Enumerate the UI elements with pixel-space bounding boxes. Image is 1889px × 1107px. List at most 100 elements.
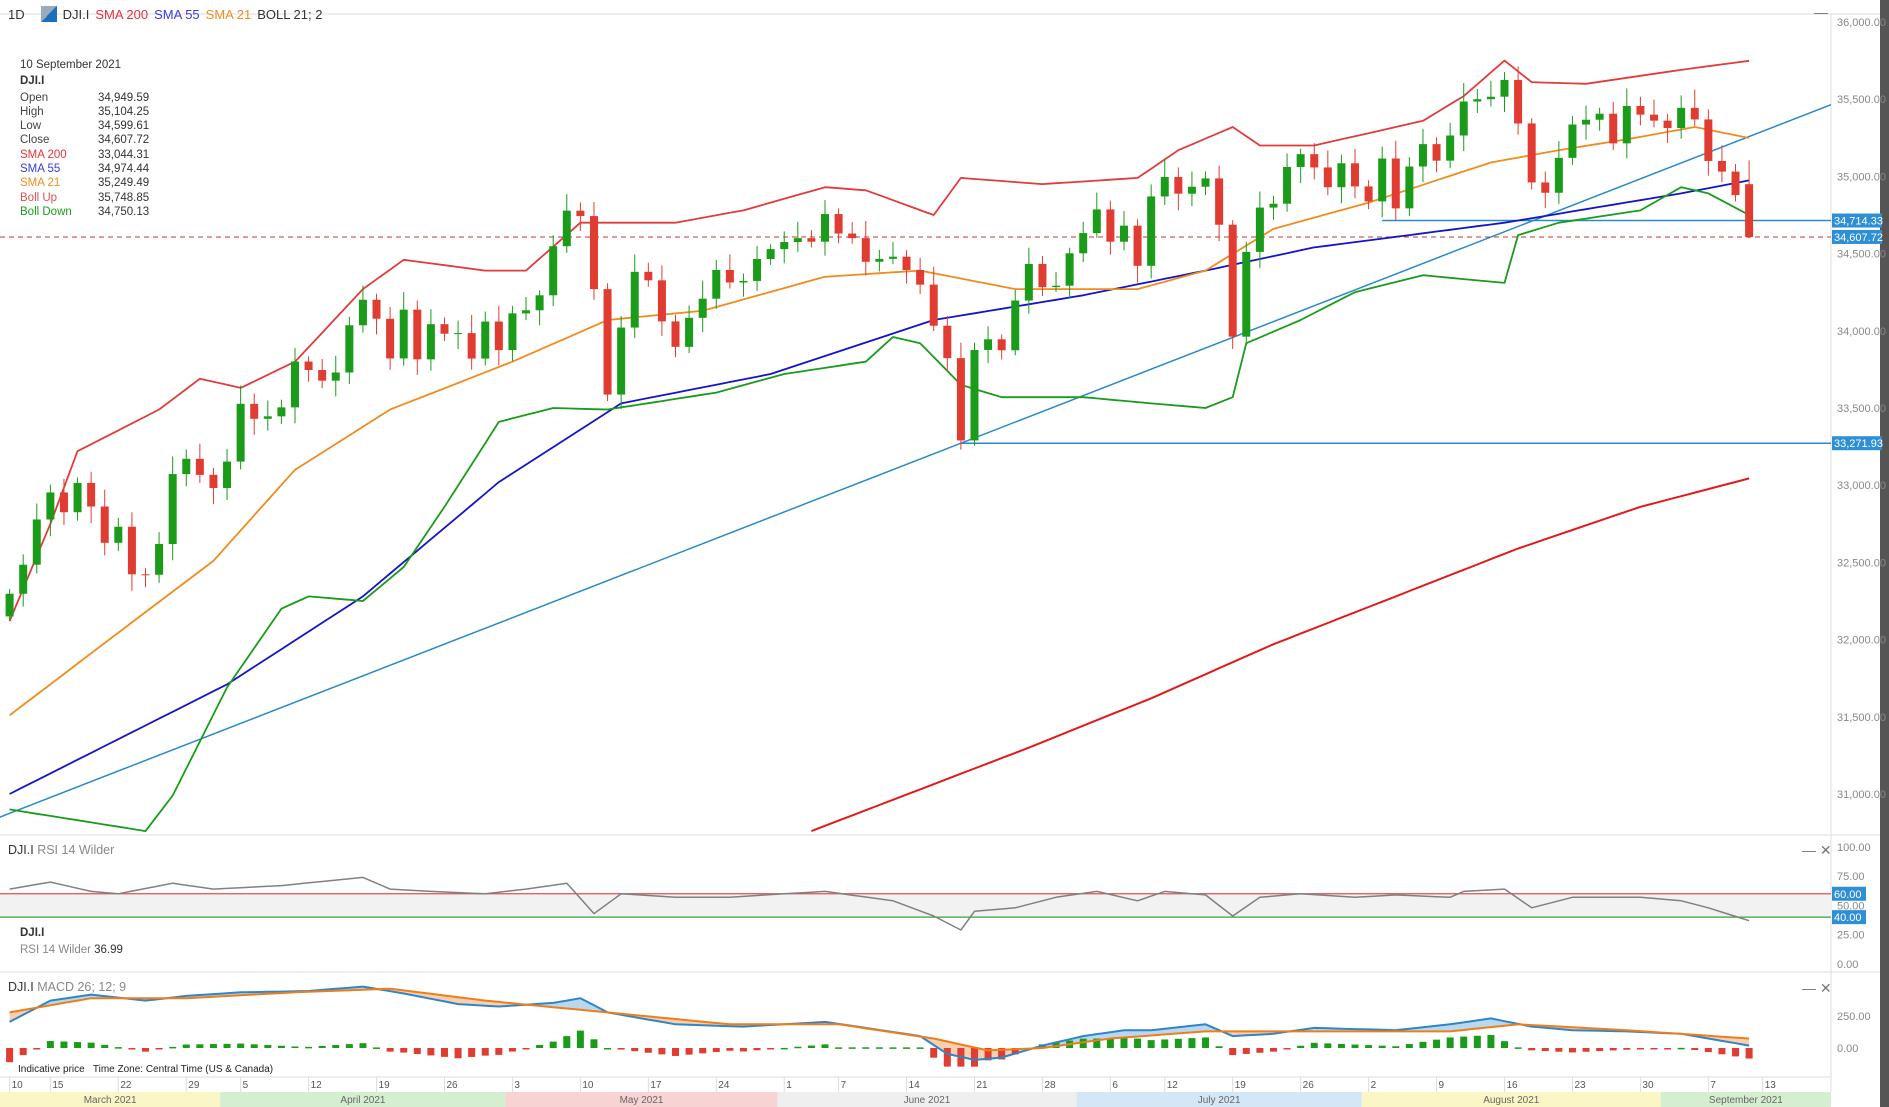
date-tick-label: 24 <box>718 1080 730 1091</box>
candle <box>481 311 490 366</box>
timezone-label: Time Zone: Central Time (US & Canada) <box>92 1064 274 1075</box>
candle-body <box>1201 178 1210 187</box>
date-tick-label: 16 <box>1507 1080 1519 1091</box>
macd-histogram-bar <box>128 1048 136 1050</box>
candle-body <box>1595 113 1604 120</box>
price-tick-label: 33,500.00 <box>1837 403 1886 415</box>
candle <box>943 315 952 372</box>
candle-body <box>1038 263 1047 288</box>
candle <box>467 314 476 370</box>
candle-body <box>916 269 925 285</box>
candle-body <box>1160 177 1169 197</box>
candle-body <box>1079 233 1088 254</box>
candle <box>1283 153 1292 212</box>
candle-body <box>1011 300 1020 351</box>
macd-histogram-bar <box>1541 1048 1549 1052</box>
date-tick-label: 1 <box>786 1080 792 1091</box>
candle <box>535 290 544 326</box>
candle-body <box>1269 203 1278 208</box>
info-row: SMA 21 35,249.49 <box>20 176 149 190</box>
macd-histogram-bar <box>481 1048 489 1056</box>
price-tick-label: 33,000.00 <box>1837 480 1886 492</box>
candle-body <box>1745 184 1754 237</box>
legend-boll[interactable]: BOLL 21; 2 <box>257 6 323 22</box>
macd-histogram-bar <box>1079 1038 1087 1048</box>
macd-histogram-bar <box>1596 1048 1604 1052</box>
macd-title[interactable]: MACD 26; 12; 9 <box>37 980 127 994</box>
month-band <box>220 1092 506 1107</box>
legend-sma21[interactable]: SMA 21 <box>205 6 252 22</box>
candle-body <box>1609 113 1618 144</box>
candle-body <box>698 298 707 318</box>
candle-body <box>1690 107 1699 120</box>
legend-sma200[interactable]: SMA 200 <box>95 6 149 22</box>
macd-fill <box>580 998 594 1012</box>
macd-minimize-icon[interactable]: — ✕ <box>1802 980 1832 996</box>
macd-histogram-bar <box>1405 1044 1413 1048</box>
candle <box>494 305 503 366</box>
candle-body <box>5 593 14 617</box>
macd-histogram-bar <box>1134 1038 1142 1048</box>
macd-histogram-bar <box>1487 1034 1495 1048</box>
date-tick-label: 7 <box>841 1080 847 1091</box>
info-value: 35,104.25 <box>98 105 150 118</box>
info-key: SMA 55 <box>20 163 61 176</box>
macd-histogram-bar <box>155 1048 163 1050</box>
macd-histogram-bar <box>1460 1036 1468 1048</box>
macd-histogram-bar <box>1188 1038 1196 1048</box>
candle-body <box>1459 101 1468 136</box>
date-tick-label: 26 <box>1303 1080 1315 1091</box>
candle <box>1133 219 1142 283</box>
rsi-line <box>9 876 1750 931</box>
candle <box>1595 107 1604 131</box>
candle <box>984 326 993 364</box>
candle <box>522 296 531 321</box>
candle <box>562 194 571 253</box>
candle-body <box>399 309 408 359</box>
macd-tick-label: 0.00 <box>1837 1043 1858 1055</box>
candle <box>1038 255 1047 297</box>
rsi-minimize-icon[interactable]: — ✕ <box>1802 842 1832 858</box>
macd-histogram-bar <box>427 1048 435 1056</box>
candle-body <box>372 299 381 319</box>
minimize-icon[interactable]: — <box>1814 4 1828 20</box>
price-tick-label: 35,000.00 <box>1837 171 1886 183</box>
macd-histogram-bar <box>237 1043 245 1048</box>
info-row: Open 34,949.59 <box>20 91 150 105</box>
candle <box>549 235 558 307</box>
candle-body <box>1541 182 1550 193</box>
macd-histogram-bar <box>1283 1048 1291 1050</box>
macd-histogram-bar <box>495 1048 503 1055</box>
macd-histogram-bar <box>617 1048 625 1050</box>
candle <box>1242 241 1251 345</box>
candle <box>644 262 653 287</box>
date-tick-label: 26 <box>446 1080 458 1091</box>
candle <box>793 221 802 252</box>
macd-histogram-bar <box>1011 1048 1019 1055</box>
candle-body <box>508 313 517 351</box>
candle <box>1622 88 1631 159</box>
candle <box>209 467 218 505</box>
window-edge <box>1880 0 1889 1107</box>
date-tick-label: 19 <box>1235 1080 1247 1091</box>
timeframe-label[interactable]: 1D <box>8 6 25 22</box>
candle-body <box>481 321 490 359</box>
candle-body <box>87 482 96 507</box>
price-tick-label: 32,000.00 <box>1837 635 1886 647</box>
candle-body <box>956 358 965 441</box>
info-value: 34,949.59 <box>98 91 150 104</box>
candle <box>290 348 299 424</box>
candle <box>87 471 96 524</box>
candle <box>1473 89 1482 113</box>
macd-histogram-bar <box>1732 1048 1740 1057</box>
rsi-title[interactable]: RSI 14 Wilder <box>37 843 115 857</box>
month-label: April 2021 <box>340 1095 385 1106</box>
candle <box>426 309 435 371</box>
legend-sma55[interactable]: SMA 55 <box>154 6 200 22</box>
candle-body <box>1351 163 1360 187</box>
macd-histogram-bar <box>46 1040 54 1048</box>
candle-body <box>1255 207 1264 252</box>
candle <box>1174 167 1183 211</box>
month-band <box>0 1092 221 1107</box>
